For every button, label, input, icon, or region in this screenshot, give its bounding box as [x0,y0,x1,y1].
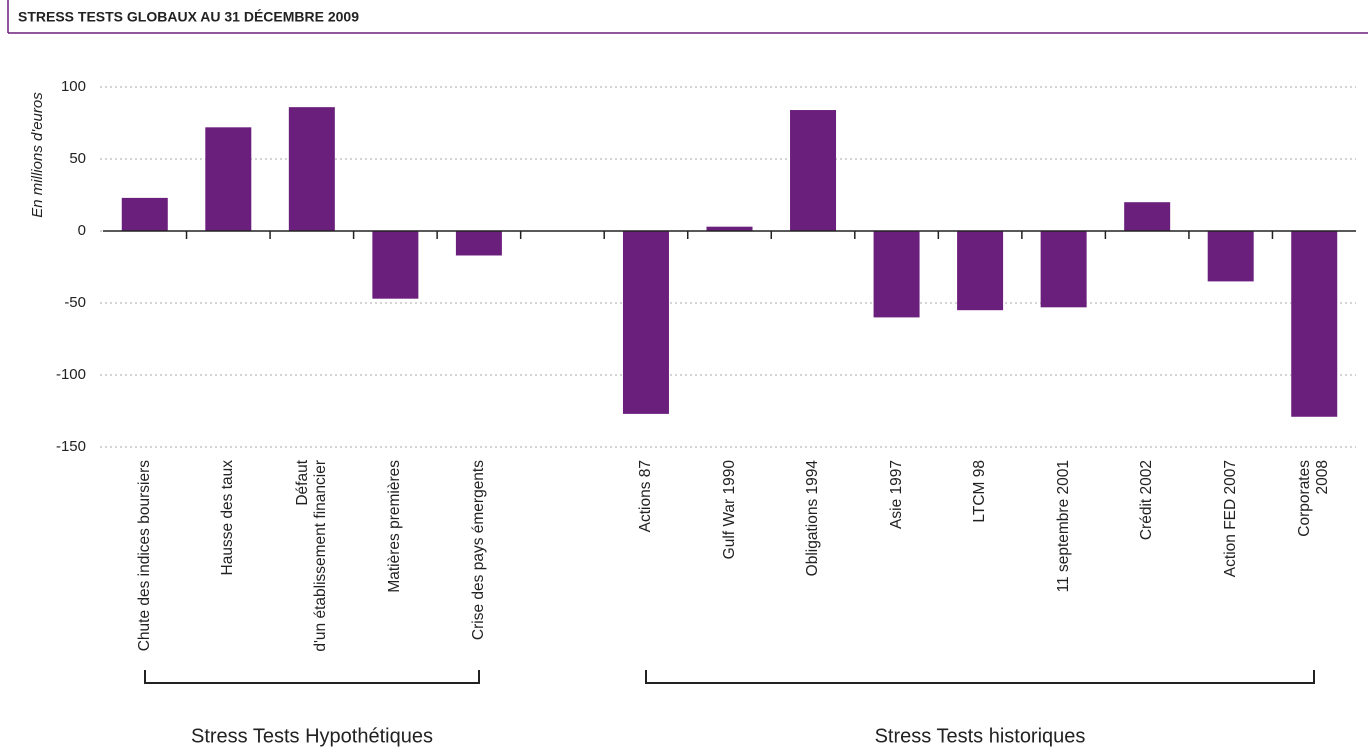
x-tick-label: Corporates 2008 [1296,460,1332,537]
x-tick-label: 11 septembre 2001 [1054,460,1072,593]
x-tick-label: LTCM 98 [971,460,989,523]
bar [1040,231,1087,308]
x-tick-label: Asie 1997 [887,460,905,529]
y-tick-label: -150 [56,438,86,455]
x-tick-label: Gulf War 1990 [720,460,738,560]
x-tick-label: Actions 87 [636,460,654,533]
x-tick-label: Hausse des taux [219,460,237,576]
y-tick-label: 100 [61,78,86,95]
group-bracket [645,670,1315,684]
group-bracket [144,670,480,684]
y-axis-label: En millions d'euros [29,92,46,218]
group-label: Stress Tests Hypothétiques [191,725,433,747]
bar [205,127,252,231]
bar [372,231,419,299]
bar [1124,202,1171,231]
bar [873,231,920,318]
y-tick-label: -100 [56,366,86,383]
bar [790,110,837,231]
x-tick-label: Action FED 2007 [1221,460,1239,578]
y-tick-label: -50 [64,294,86,311]
chart-title: STRESS TESTS GLOBAUX AU 31 DÉCEMBRE 2009 [18,9,359,25]
bar [622,231,669,414]
y-tick-label: 50 [69,150,86,167]
x-tick-label: Matières premières [386,460,404,593]
bar [1207,231,1254,282]
x-tick-label: Obligations 1994 [804,460,822,577]
bar [121,197,168,231]
bar [1291,231,1338,417]
x-tick-label: Crédit 2002 [1138,460,1156,541]
y-tick-label: 0 [78,222,86,239]
x-tick-label: Crise des pays émergents [469,460,487,641]
x-tick-label: Chute des indices boursiers [135,460,153,652]
bar [706,226,753,231]
bar [455,231,502,256]
group-label: Stress Tests historiques [875,725,1086,747]
bar [957,231,1004,311]
bar [288,107,335,231]
x-tick-label: Défaut d'un établissement financier [293,460,329,652]
